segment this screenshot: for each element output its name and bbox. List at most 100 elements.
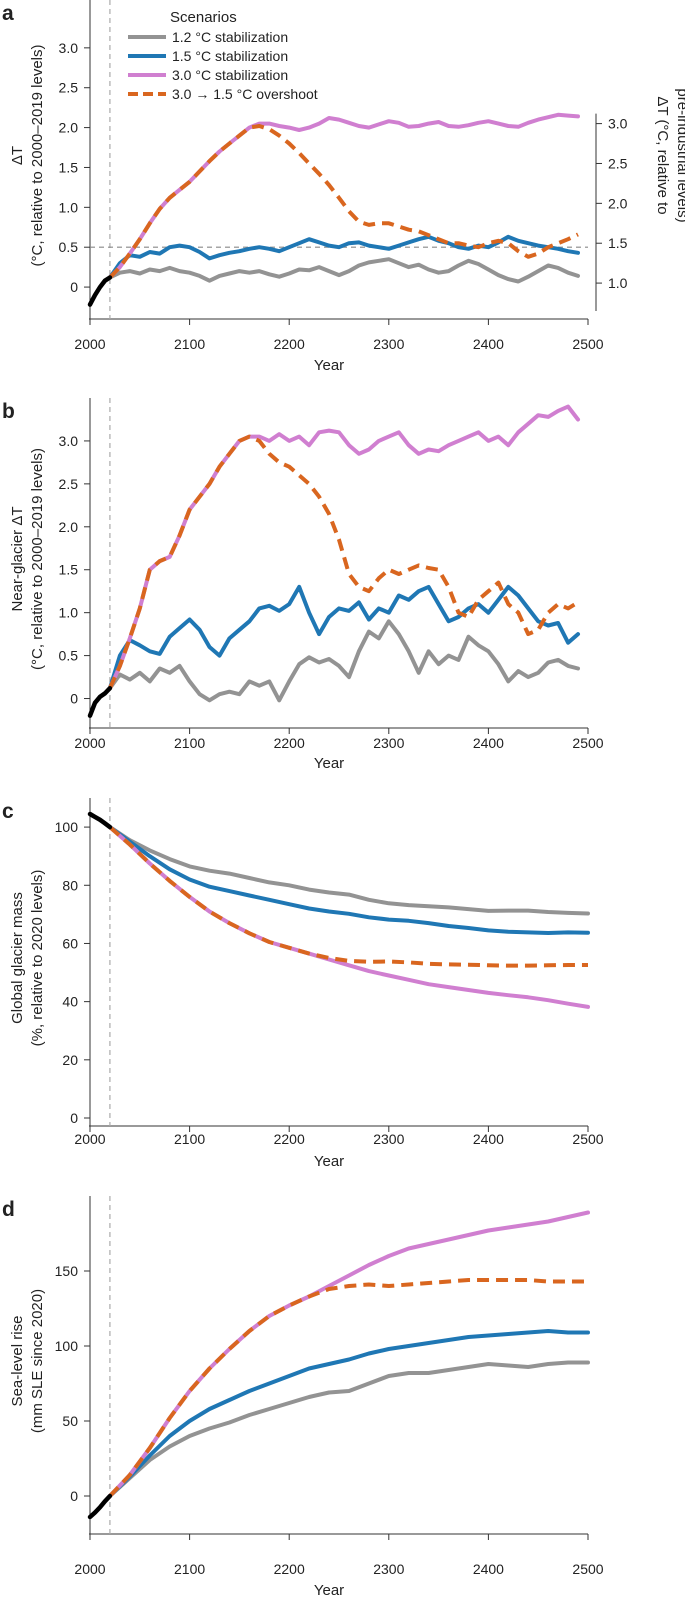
x-axis-label: Year: [314, 357, 344, 374]
y-tick-label: 0.5: [59, 239, 79, 255]
series-line-s30: [107, 404, 580, 691]
x-tick-label: 2200: [274, 1561, 305, 1577]
y-tick-label: 2.5: [59, 80, 79, 96]
y-tick-label: 0: [70, 691, 78, 707]
x-tick-label: 2300: [373, 1131, 404, 1147]
y-tick-label: 1.0: [59, 199, 79, 215]
y2-tick-label: 1.5: [608, 235, 628, 251]
x-tick-label: 2500: [572, 1561, 603, 1577]
y-axis-label: ΔT: [9, 146, 26, 165]
y-tick-label: 150: [55, 1263, 79, 1279]
series-line-s30: [107, 1210, 590, 1498]
y-tick-label: 1.5: [59, 562, 79, 578]
x-tick-label: 2200: [274, 735, 305, 751]
x-tick-label: 2000: [74, 735, 105, 751]
y-axis-label: (°C, relative to 2000–2019 levels): [29, 448, 46, 670]
y2-tick-label: 1.0: [608, 275, 628, 291]
x-tick-label: 2400: [473, 1131, 504, 1147]
x-tick-label: 2300: [373, 735, 404, 751]
y-tick-label: 1.0: [59, 605, 79, 621]
x-tick-label: 2100: [174, 1131, 205, 1147]
series-line-s12: [107, 257, 580, 284]
y-tick-label: 0.5: [59, 648, 79, 664]
y-tick-label: 2.0: [59, 120, 79, 136]
y-tick-label: 0: [70, 1110, 78, 1126]
y-tick-label: 100: [55, 819, 79, 835]
series-line-s12: [107, 619, 580, 703]
panel-d: d 2000 2100 2200 2300 2400 2500 0 50 100 150 Year Se…: [2, 1196, 604, 1599]
series-line-s15: [107, 584, 580, 691]
y-axis-label: (°C, relative to 2000–2019 levels): [29, 45, 46, 267]
x-tick-label: 2300: [373, 336, 404, 352]
series-line-os: [108, 825, 588, 968]
y-tick-label: 2.5: [59, 476, 79, 492]
y-axis-label: Sea-level rise: [9, 1316, 26, 1407]
x-tick-label: 2000: [74, 1131, 105, 1147]
x-tick-label: 2500: [572, 735, 603, 751]
y-axis-label: (mm SLE since 2020): [29, 1289, 46, 1433]
x-tick-label: 2500: [572, 336, 603, 352]
y-tick-label: 1.5: [59, 159, 79, 175]
y-tick-label: 0: [70, 1488, 78, 1504]
panel-c: c 2000 2100 2200 2300 2400 2500 0 20 40 60 80 100 Yea…: [2, 798, 604, 1170]
y-tick-label: 100: [55, 1338, 79, 1354]
series-line-os: [108, 434, 580, 690]
panel-letter: a: [2, 2, 14, 25]
y-tick-label: 40: [62, 994, 78, 1010]
y-tick-label: 2.0: [59, 519, 79, 535]
y2-tick-label: 2.0: [608, 195, 628, 211]
y2-tick-label: 3.0: [608, 116, 628, 132]
legend-label-s12: 1.2 °C stabilization: [172, 29, 288, 45]
y-tick-label: 0: [70, 279, 78, 295]
x-tick-label: 2400: [473, 735, 504, 751]
panel-b: b 2000 2100 2200 2300 2400 2500 0 0.5 1.0 1.5 2.0 2.…: [2, 398, 604, 772]
series-line-s30: [107, 112, 580, 280]
x-axis-label: Year: [314, 1582, 344, 1599]
series-line-historical: [87, 811, 113, 830]
x-tick-label: 2500: [572, 1131, 603, 1147]
legend-label-s15: 1.5 °C stabilization: [172, 48, 288, 64]
panel-letter: d: [2, 1198, 15, 1221]
y2-tick-label: 2.5: [608, 155, 628, 171]
x-tick-label: 2000: [74, 1561, 105, 1577]
x-tick-label: 2100: [174, 336, 205, 352]
panel-letter: b: [2, 400, 15, 423]
x-tick-label: 2300: [373, 1561, 404, 1577]
x-tick-label: 2200: [274, 336, 305, 352]
y-tick-label: 60: [62, 935, 78, 951]
y-axis-label: Near-glacier ΔT: [9, 506, 26, 611]
x-tick-label: 2000: [74, 336, 105, 352]
y-tick-label: 3.0: [59, 40, 79, 56]
y-axis-label: Global glacier mass: [9, 892, 26, 1024]
y2-axis-label: pre-industrial levels): [674, 88, 685, 222]
series-line-s12: [107, 825, 590, 916]
series-line-os: [108, 124, 579, 279]
series-line-s30: [107, 825, 590, 1009]
x-tick-label: 2100: [174, 735, 205, 751]
y-tick-label: 3.0: [59, 433, 79, 449]
x-axis-label: Year: [314, 1153, 344, 1170]
series-line-s15: [107, 825, 590, 935]
legend-title: Scenarios: [170, 9, 237, 26]
series-line-historical: [87, 1493, 113, 1520]
series-line-os: [108, 1278, 588, 1498]
y-axis-label: (%, relative to 2020 levels): [29, 870, 46, 1047]
series-line-historical: [87, 685, 113, 718]
panel-a: a 2000 2100 2200 2300 2400 2500 0 0.5 1.0 1.5 2.0 2.…: [2, 0, 685, 374]
legend-label-s30: 3.0 °C stabilization: [172, 67, 288, 83]
panel-letter: c: [2, 800, 14, 823]
series-line-historical: [87, 275, 113, 307]
legend-label-os: 3.0 → 1.5 °C overshoot: [172, 86, 318, 102]
y2-axis-label: ΔT (°C, relative to: [654, 96, 671, 214]
series-line-s15: [107, 1329, 590, 1498]
y-tick-label: 20: [62, 1052, 78, 1068]
x-axis-label: Year: [314, 755, 344, 772]
y-tick-label: 80: [62, 877, 78, 893]
series-line-s12: [107, 1360, 590, 1498]
x-tick-label: 2100: [174, 1561, 205, 1577]
legend: Scenarios 1.2 °C stabilization 1.5 °C stab…: [128, 9, 318, 102]
y-tick-label: 50: [62, 1413, 78, 1429]
x-tick-label: 2200: [274, 1131, 305, 1147]
x-tick-label: 2400: [473, 336, 504, 352]
